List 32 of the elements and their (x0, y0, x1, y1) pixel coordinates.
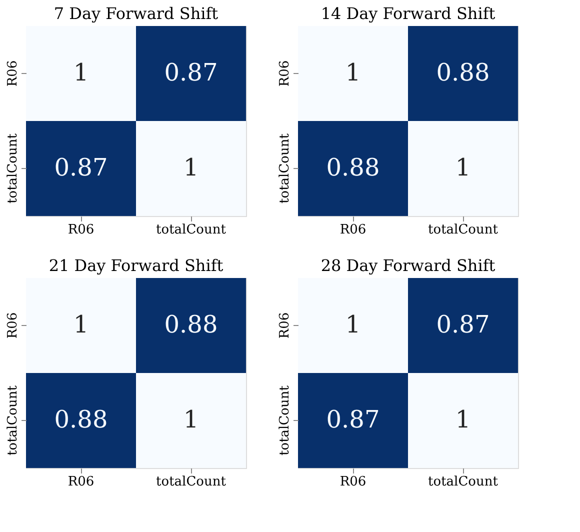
x-tick-label: R06 (68, 222, 94, 238)
x-tick-label: R06 (340, 474, 366, 490)
data-label: 1 (183, 406, 199, 434)
chart-title: 7 Day Forward Shift (54, 4, 219, 23)
chart-title: 21 Day Forward Shift (48, 256, 224, 275)
y-tick-label: R06 (6, 60, 20, 87)
data-label: 1 (455, 406, 471, 434)
x-tick-label: totalCount (428, 474, 499, 490)
data-label: 1 (73, 58, 89, 86)
data-label: 1 (345, 58, 361, 86)
data-label: 0.88 (326, 154, 380, 182)
x-tick-label: R06 (340, 222, 366, 238)
data-label: 1 (345, 310, 361, 338)
y-tick-label: R06 (278, 60, 292, 87)
x-tick-label: totalCount (156, 474, 227, 490)
chart-title: 28 Day Forward Shift (320, 256, 496, 275)
y-tick-label: R06 (278, 312, 292, 339)
x-tick-label: totalCount (156, 222, 227, 238)
x-tick-label: totalCount (428, 222, 499, 238)
data-label: 0.87 (326, 406, 380, 434)
data-label: 1 (183, 154, 199, 182)
data-label: 0.88 (164, 310, 218, 338)
data-label: 1 (455, 154, 471, 182)
data-label: 1 (73, 310, 89, 338)
data-label: 0.87 (436, 310, 490, 338)
data-label: 0.87 (54, 154, 108, 182)
y-tick-label: R06 (6, 312, 20, 339)
data-label: 0.87 (164, 58, 218, 86)
chart-title: 14 Day Forward Shift (320, 4, 496, 23)
x-tick-label: R06 (68, 474, 94, 490)
data-label: 0.88 (54, 406, 108, 434)
data-label: 0.88 (436, 58, 490, 86)
